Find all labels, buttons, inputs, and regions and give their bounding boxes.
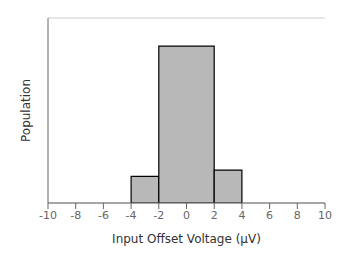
svg-text:6: 6 bbox=[266, 209, 273, 222]
svg-text:0: 0 bbox=[183, 209, 190, 222]
svg-text:-2: -2 bbox=[153, 209, 164, 222]
svg-text:Input Offset Voltage (μV): Input Offset Voltage (μV) bbox=[112, 232, 261, 246]
svg-text:-4: -4 bbox=[126, 209, 137, 222]
svg-text:8: 8 bbox=[294, 209, 301, 222]
svg-text:4: 4 bbox=[238, 209, 245, 222]
svg-text:Population: Population bbox=[19, 79, 33, 142]
svg-text:-8: -8 bbox=[70, 209, 81, 222]
svg-text:2: 2 bbox=[211, 209, 218, 222]
svg-text:10: 10 bbox=[318, 209, 332, 222]
svg-text:-6: -6 bbox=[98, 209, 109, 222]
svg-text:-10: -10 bbox=[39, 209, 57, 222]
